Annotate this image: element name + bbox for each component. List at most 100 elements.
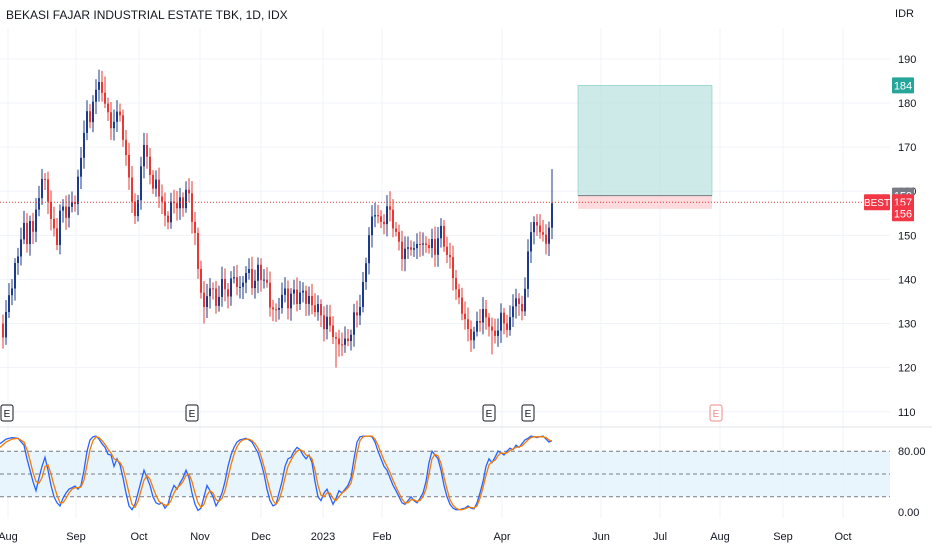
candle-body <box>533 221 535 233</box>
symbol-tag: BEST <box>864 198 890 209</box>
candle-body <box>479 321 481 323</box>
candle-body <box>350 334 352 342</box>
x-tick-label: Oct <box>130 531 147 543</box>
y-tick-label: 150 <box>898 230 916 242</box>
candle-body <box>104 92 106 104</box>
candle-body <box>152 174 154 189</box>
candle-body <box>218 296 220 306</box>
candle-body <box>440 225 442 239</box>
x-tick-label: Jul <box>653 531 667 543</box>
candle-body <box>227 289 229 297</box>
candle-body <box>170 201 172 223</box>
candle-body <box>281 294 283 309</box>
candle-body <box>404 248 406 260</box>
candle-body <box>443 225 445 247</box>
candle-body <box>92 101 94 123</box>
candle-body <box>137 200 139 217</box>
candle-body <box>38 198 40 210</box>
candle-body <box>146 144 148 157</box>
candle-body <box>302 290 304 293</box>
candle-body <box>455 278 457 290</box>
candle-body <box>98 81 100 90</box>
y-tick-label: 180 <box>898 98 916 110</box>
candle-body <box>212 288 214 290</box>
earnings-marker <box>0 404 14 422</box>
x-tick-label: Sep <box>66 531 86 543</box>
candle-body <box>230 278 232 297</box>
x-tick-label: Jun <box>592 531 610 543</box>
candle-body <box>347 338 349 342</box>
candle-body <box>431 238 433 249</box>
candle-body <box>35 209 37 232</box>
candle-body <box>344 338 346 345</box>
candle-body <box>452 257 454 279</box>
earnings-marker <box>482 404 496 422</box>
target-price-label-bg <box>892 77 914 94</box>
candle-body <box>206 296 208 308</box>
candle-body <box>176 203 178 209</box>
candle-body <box>17 256 19 263</box>
candle-body <box>470 329 472 341</box>
candle-body <box>182 197 184 209</box>
candle-body <box>488 317 490 327</box>
future-earnings-marker-label: E <box>713 409 720 420</box>
target-price-label: 184 <box>894 80 912 92</box>
candle-body <box>5 312 7 338</box>
candle-body <box>122 115 124 140</box>
candle-body <box>233 277 235 279</box>
candle-body <box>446 246 448 255</box>
candle-body <box>458 289 460 298</box>
candle-body <box>311 295 313 306</box>
earnings-marker <box>521 404 535 422</box>
candle-body <box>161 196 163 202</box>
chart-title: BEKASI FAJAR INDUSTRIAL ESTATE TBK, 1D, … <box>6 8 288 22</box>
candle-body <box>221 278 223 297</box>
candle-body <box>476 321 478 332</box>
candle-body <box>314 305 316 313</box>
candle-body <box>215 288 217 306</box>
candle-body <box>473 331 475 341</box>
candle-body <box>266 279 268 283</box>
candle-body <box>86 111 88 133</box>
candle-body <box>371 216 373 236</box>
candle-body <box>392 209 394 229</box>
oscillator-d-line <box>0 435 553 511</box>
candle-body <box>323 315 325 330</box>
symbol-tag-bg <box>864 194 890 211</box>
candle-body <box>119 111 121 116</box>
candle-body <box>359 307 361 316</box>
candle-body <box>518 298 520 305</box>
candle-body <box>449 254 451 258</box>
candle-body <box>260 264 262 281</box>
candle-body <box>332 325 334 338</box>
candle-body <box>107 103 109 113</box>
candle-body <box>398 231 400 242</box>
earnings-marker-label: E <box>4 409 11 420</box>
candle-body <box>356 312 358 316</box>
candle-body <box>320 304 322 316</box>
candle-body <box>368 235 370 264</box>
candle-body <box>410 247 412 250</box>
candle-body <box>254 280 256 289</box>
candle-body <box>317 304 319 313</box>
candle-body <box>521 304 523 312</box>
candle-body <box>113 121 115 129</box>
candle-body <box>203 292 205 308</box>
candle-body <box>326 316 328 330</box>
candle-body <box>383 221 385 225</box>
candle-body <box>401 241 403 260</box>
stop-price-label: 156 <box>894 208 912 220</box>
candle-body <box>116 111 118 122</box>
currency-label: IDR <box>895 8 914 20</box>
candle-body <box>500 312 502 331</box>
candle-body <box>257 264 259 281</box>
candle-body <box>20 239 22 257</box>
earnings-marker-label: E <box>486 409 493 420</box>
candle-body <box>428 245 430 249</box>
oscillator-tick-label: 0.00 <box>898 507 919 519</box>
candle-body <box>419 243 421 245</box>
oscillator-tick-label: 80.00 <box>898 446 926 458</box>
candle-body <box>77 176 79 204</box>
earnings-marker-label: E <box>189 409 196 420</box>
